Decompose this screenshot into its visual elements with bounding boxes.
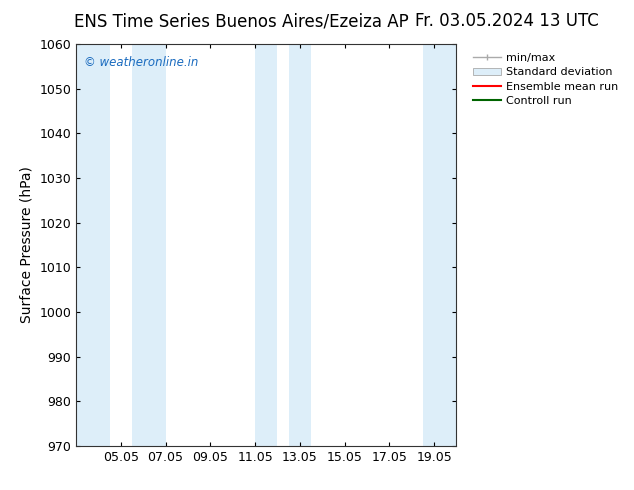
Bar xyxy=(76,44,110,446)
Bar xyxy=(288,44,311,446)
Text: ENS Time Series Buenos Aires/Ezeiza AP: ENS Time Series Buenos Aires/Ezeiza AP xyxy=(74,12,408,30)
Legend: min/max, Standard deviation, Ensemble mean run, Controll run: min/max, Standard deviation, Ensemble me… xyxy=(470,49,622,110)
Text: © weatheronline.in: © weatheronline.in xyxy=(84,56,198,69)
Text: Fr. 03.05.2024 13 UTC: Fr. 03.05.2024 13 UTC xyxy=(415,12,599,30)
Bar xyxy=(423,44,456,446)
Bar xyxy=(132,44,165,446)
Bar xyxy=(255,44,278,446)
Y-axis label: Surface Pressure (hPa): Surface Pressure (hPa) xyxy=(20,167,34,323)
